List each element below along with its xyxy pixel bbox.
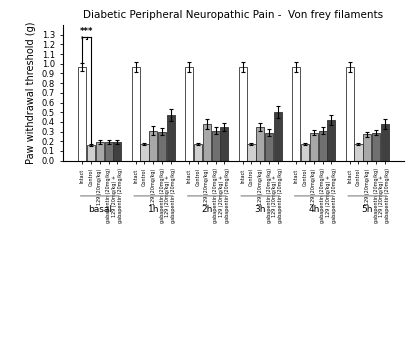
Bar: [381, 124, 389, 161]
Text: 2h: 2h: [201, 205, 212, 215]
Bar: [301, 144, 309, 161]
Title: Diabetic Peripheral Neuropathic Pain -  Von frey filaments: Diabetic Peripheral Neuropathic Pain - V…: [83, 10, 384, 20]
Text: 1h: 1h: [148, 205, 159, 215]
Bar: [292, 67, 300, 161]
Bar: [265, 132, 273, 161]
Bar: [354, 144, 362, 161]
Bar: [78, 67, 86, 161]
Text: 4h: 4h: [308, 205, 319, 215]
Bar: [113, 142, 121, 161]
Bar: [211, 131, 220, 161]
Bar: [372, 132, 380, 161]
Bar: [239, 67, 247, 161]
Text: ***: ***: [80, 27, 93, 36]
Bar: [96, 142, 104, 161]
Bar: [256, 127, 264, 161]
Bar: [203, 124, 211, 161]
Bar: [87, 145, 95, 161]
Bar: [319, 131, 327, 161]
Bar: [346, 67, 354, 161]
Bar: [363, 135, 371, 161]
Text: basal: basal: [88, 205, 112, 215]
Bar: [167, 115, 175, 161]
Bar: [185, 67, 193, 161]
Bar: [105, 142, 113, 161]
Bar: [274, 112, 282, 161]
Y-axis label: Paw withdrawal threshold (g): Paw withdrawal threshold (g): [26, 21, 36, 164]
Bar: [247, 144, 256, 161]
Bar: [141, 144, 148, 161]
Text: 3h: 3h: [254, 205, 266, 215]
Bar: [220, 127, 229, 161]
Bar: [327, 120, 335, 161]
Bar: [149, 131, 157, 161]
Bar: [194, 144, 202, 161]
Bar: [310, 132, 318, 161]
Text: 5h: 5h: [362, 205, 373, 215]
Bar: [132, 67, 140, 161]
Bar: [158, 132, 166, 161]
